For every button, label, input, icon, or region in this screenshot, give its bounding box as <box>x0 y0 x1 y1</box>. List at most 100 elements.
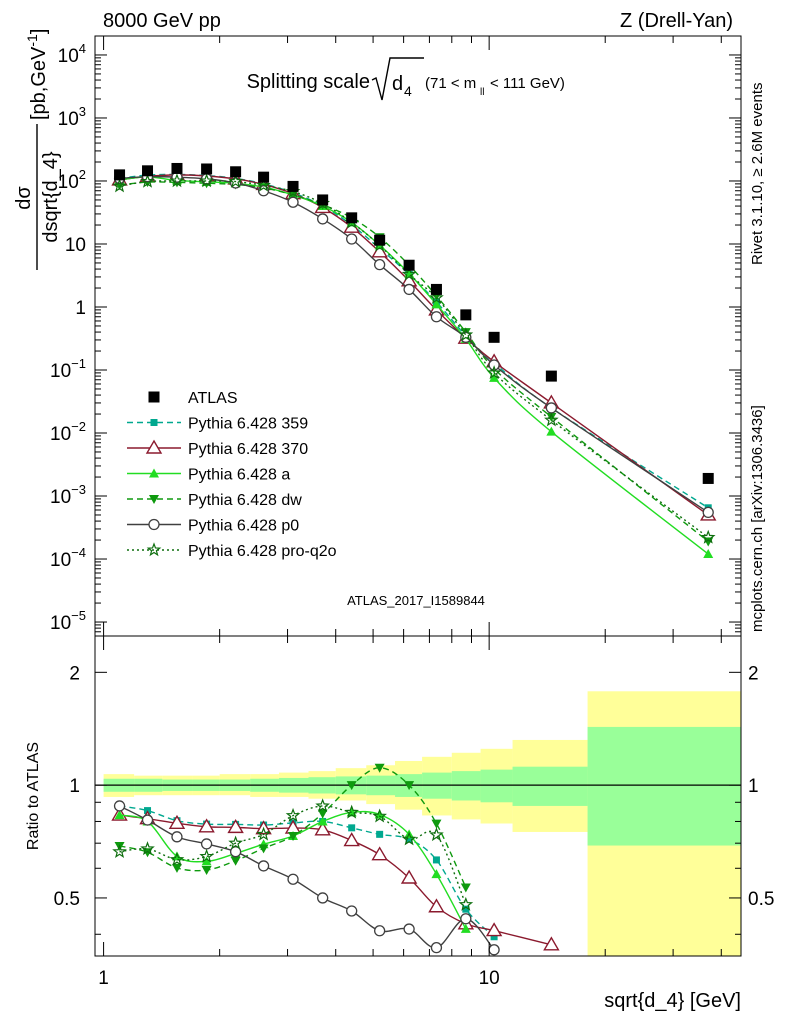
data-point-pq2o <box>429 290 444 305</box>
ratio-point-pp0 <box>141 814 154 826</box>
series-line-pdw <box>119 181 709 542</box>
ratio-point-pp0 <box>200 838 213 850</box>
legend-label-atlas: ATLAS <box>188 390 238 407</box>
y-axis-label-denominator: dsqrt{d_4} <box>40 151 62 243</box>
side-text-rivet: Rivet 3.1.10, ≥ 2.6M events <box>749 83 766 266</box>
legend-item-atlas: ATLAS <box>148 390 238 407</box>
ratio-point-p359 <box>432 856 440 864</box>
data-point-pq2o <box>199 173 214 188</box>
ratio-point-pdw <box>317 809 328 819</box>
y-tick-label-base: 10 <box>50 487 71 508</box>
ratio-point-pq2o <box>429 827 444 842</box>
data-point-pp0 <box>488 359 500 371</box>
y-tick-label-base: 10 <box>58 172 79 193</box>
data-point-atlas <box>374 234 386 246</box>
data-point-pp0 <box>317 213 329 225</box>
ratio-point-pa <box>317 816 328 826</box>
ratio-point-pdw <box>346 781 357 791</box>
data-point-pq2o <box>544 412 559 427</box>
y-axis-label-unit-b: ] <box>28 29 50 35</box>
legend-marker-pq2o <box>146 542 162 557</box>
ratio-band-green <box>512 766 588 806</box>
ratio-point-p370 <box>428 898 445 913</box>
data-point-pp0 <box>545 402 558 414</box>
data-point-atlas <box>287 180 299 192</box>
legend-item-p370: Pythia 6.428 370 <box>127 439 308 458</box>
ratio-point-pp0 <box>374 925 386 937</box>
data-point-pq2o <box>256 177 271 192</box>
ratio-point-pq2o <box>315 798 330 813</box>
ratio-point-p370 <box>168 814 186 829</box>
ratio-point-pdw <box>201 866 212 876</box>
y-tick-label-exponent: −1 <box>71 356 86 371</box>
y-tick-label: 10 <box>65 235 86 256</box>
data-point-atlas <box>258 171 270 183</box>
y-tick-label-base: 10 <box>58 46 79 67</box>
legend-item-pq2o: Pythia 6.428 pro-q2o <box>127 542 337 560</box>
ratio-point-pq2o <box>256 826 271 841</box>
data-point-pa <box>703 549 714 559</box>
ratio-point-pq2o <box>140 841 155 856</box>
ratio-band-green <box>480 769 513 803</box>
ratio-series-p370 <box>111 806 560 951</box>
data-point-pp0 <box>403 283 415 296</box>
ratio-point-pdw <box>230 856 241 866</box>
analysis-watermark: ATLAS_2017_I1589844 <box>347 593 485 608</box>
y-tick-label-exponent: 4 <box>79 41 86 56</box>
y-tick-label: 102 <box>58 167 86 193</box>
ratio-point-p370 <box>400 869 418 884</box>
data-point-atlas <box>545 370 557 382</box>
ratio-point-p370 <box>314 821 331 836</box>
y-axis-label-unit: [pb,GeV-1] <box>24 29 50 120</box>
ratio-y-tick-label-left: 0.5 <box>54 889 80 910</box>
ratio-point-pdw <box>374 763 385 773</box>
y-tick-label-base: 10 <box>50 424 71 445</box>
ratio-point-p370 <box>371 846 388 861</box>
series-line-pp0 <box>119 175 709 513</box>
ratio-series-pp0 <box>113 800 500 956</box>
ratio-band-green <box>451 771 481 801</box>
ratio-point-pp0 <box>346 905 358 917</box>
ratio-curves <box>111 763 560 956</box>
ratio-point-pp0 <box>229 846 242 858</box>
ratio-point-pp0 <box>171 831 183 843</box>
plot-title-symbol-sub: 4 <box>404 83 412 99</box>
data-point-atlas <box>346 212 358 224</box>
y-axis-label-unit-sup: -1 <box>24 34 40 47</box>
ratio-point-p359 <box>490 933 498 941</box>
ratio-point-p370 <box>198 818 215 833</box>
ratio-point-pp0 <box>488 944 500 956</box>
legend-label-pq2o: Pythia 6.428 pro-q2o <box>188 543 337 560</box>
legend-marker-pdw <box>149 495 159 504</box>
data-point-pq2o <box>486 365 502 380</box>
y-axis-label-numerator: dσ <box>13 186 35 210</box>
ratio-y-tick-label-right: 2 <box>748 663 759 684</box>
ratio-y-axis-label: Ratio to ATLAS <box>25 742 42 850</box>
data-point-pq2o <box>700 529 716 544</box>
y-tick-label: 10−3 <box>50 482 86 508</box>
ratio-point-pq2o <box>199 848 214 863</box>
legend-item-pa: Pythia 6.428 a <box>127 467 290 484</box>
ratio-point-pdw <box>171 863 182 873</box>
ratio-point-pq2o <box>169 851 185 866</box>
data-point-pp0 <box>702 506 714 519</box>
data-point-pq2o <box>401 266 417 281</box>
y-tick-label-exponent: −3 <box>71 482 86 497</box>
y-tick-label-exponent: −2 <box>71 419 86 434</box>
y-tick-label-exponent: −4 <box>71 545 86 560</box>
series-pq2o <box>112 173 716 544</box>
data-point-atlas <box>317 194 329 206</box>
y-tick-label-base: 10 <box>65 235 86 256</box>
data-point-pp0 <box>287 196 299 208</box>
ratio-point-pp0 <box>460 913 472 925</box>
data-point-atlas <box>142 165 154 177</box>
ratio-point-pp0 <box>113 800 126 812</box>
data-point-pq2o <box>458 327 474 342</box>
ratio-point-pp0 <box>317 892 329 904</box>
ratio-point-pa <box>201 856 212 866</box>
ratio-plot-frame <box>94 635 742 957</box>
y-tick-label-exponent: 3 <box>79 104 86 119</box>
legend-item-p359: Pythia 6.428 359 <box>127 416 308 433</box>
